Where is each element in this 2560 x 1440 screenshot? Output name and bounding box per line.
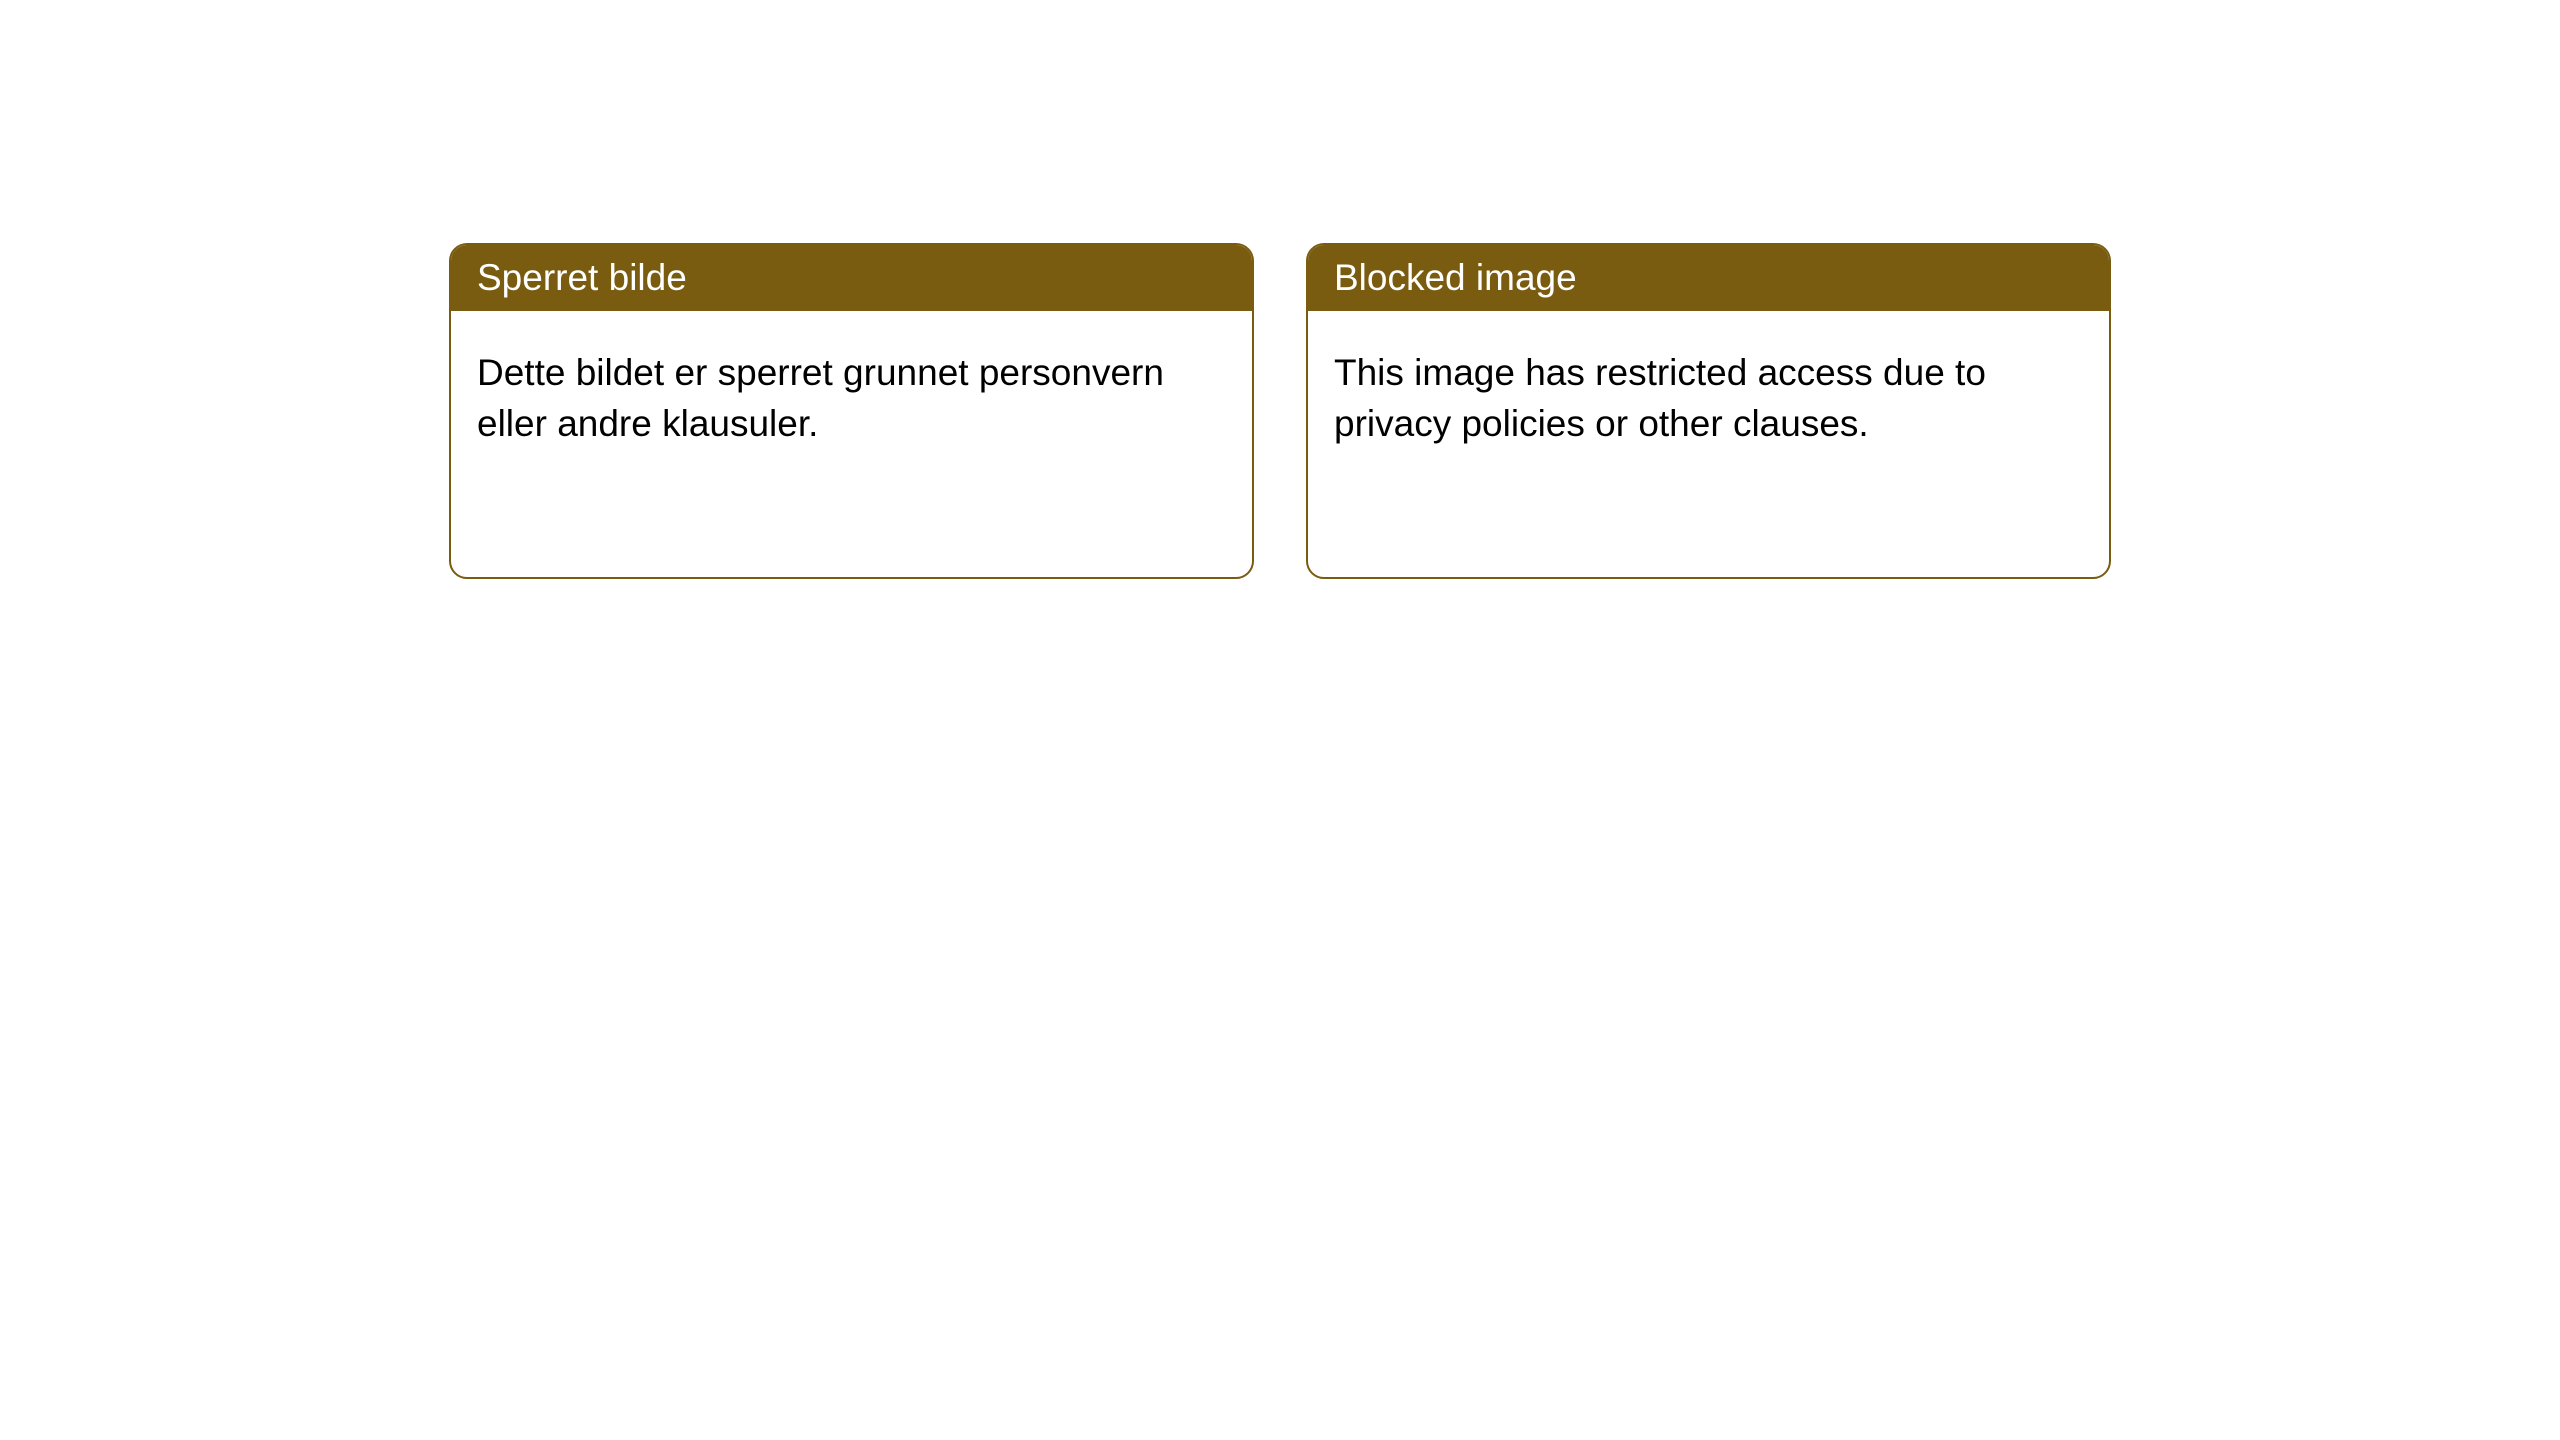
card-body-english: This image has restricted access due to …	[1308, 311, 2109, 485]
card-title-norwegian: Sperret bilde	[477, 257, 687, 298]
card-header-norwegian: Sperret bilde	[451, 245, 1252, 311]
cards-container: Sperret bilde Dette bildet er sperret gr…	[0, 0, 2560, 579]
card-message-norwegian: Dette bildet er sperret grunnet personve…	[477, 352, 1164, 444]
card-header-english: Blocked image	[1308, 245, 2109, 311]
card-message-english: This image has restricted access due to …	[1334, 352, 1986, 444]
card-title-english: Blocked image	[1334, 257, 1577, 298]
card-body-norwegian: Dette bildet er sperret grunnet personve…	[451, 311, 1252, 485]
blocked-image-card-english: Blocked image This image has restricted …	[1306, 243, 2111, 579]
blocked-image-card-norwegian: Sperret bilde Dette bildet er sperret gr…	[449, 243, 1254, 579]
